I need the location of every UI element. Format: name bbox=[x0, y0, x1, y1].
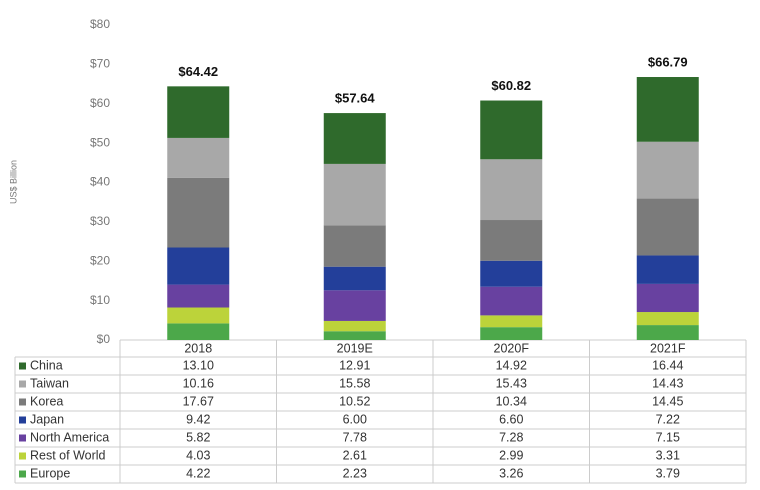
legend-label: Taiwan bbox=[30, 376, 69, 390]
table-cell: 5.82 bbox=[186, 430, 210, 444]
y-tick-label: $80 bbox=[90, 17, 110, 31]
table-cell: 14.43 bbox=[652, 376, 683, 390]
legend-swatch bbox=[19, 416, 26, 424]
legend-swatch bbox=[19, 398, 26, 406]
table-cell: 3.31 bbox=[656, 448, 680, 462]
bar-segment bbox=[167, 86, 230, 138]
table-cell: 14.45 bbox=[652, 394, 683, 408]
x-tick-label: 2021F bbox=[650, 341, 686, 355]
table-cell: 7.15 bbox=[656, 430, 680, 444]
table-cell: 4.22 bbox=[186, 466, 210, 480]
table-cell: 15.58 bbox=[339, 376, 370, 390]
bar-segment bbox=[636, 77, 699, 142]
bar-segment bbox=[167, 323, 230, 340]
legend-label: North America bbox=[30, 430, 109, 444]
bar-segment bbox=[480, 327, 543, 340]
x-tick-label: 2020F bbox=[494, 341, 530, 355]
table-cell: 2.99 bbox=[499, 448, 523, 462]
bar-segment bbox=[167, 177, 230, 248]
bar-segment bbox=[323, 113, 386, 164]
table-cell: 16.44 bbox=[652, 358, 683, 372]
bar-segment bbox=[636, 325, 699, 340]
table-cell: 7.22 bbox=[656, 412, 680, 426]
x-tick-label: 2019E bbox=[337, 341, 373, 355]
bar-segment bbox=[636, 283, 699, 313]
bar-segment bbox=[636, 141, 699, 199]
x-tick-label: 2018 bbox=[184, 341, 212, 355]
y-tick-label: $10 bbox=[90, 293, 110, 307]
table-cell: 4.03 bbox=[186, 448, 210, 462]
table-cell: 6.00 bbox=[343, 412, 367, 426]
table-cell: 17.67 bbox=[183, 394, 214, 408]
bar-segment bbox=[480, 260, 543, 287]
table-cell: 3.79 bbox=[656, 466, 680, 480]
bar-segment bbox=[323, 225, 386, 267]
legend-label: Rest of World bbox=[30, 448, 106, 462]
legend-label: Korea bbox=[30, 394, 63, 408]
legend-swatch bbox=[19, 362, 26, 370]
y-axis-label: US$ Billion bbox=[8, 160, 18, 204]
bar-segment bbox=[636, 312, 699, 326]
bar-segment bbox=[323, 320, 386, 332]
bar-segment bbox=[480, 220, 543, 261]
bar-segment bbox=[167, 284, 230, 308]
legend-label: Japan bbox=[30, 412, 64, 426]
y-tick-label: $50 bbox=[90, 135, 110, 149]
table-cell: 14.92 bbox=[496, 358, 527, 372]
table-cell: 10.34 bbox=[496, 394, 527, 408]
table-cell: 10.52 bbox=[339, 394, 370, 408]
bar-segment bbox=[480, 100, 543, 160]
table-cell: 2.23 bbox=[343, 466, 367, 480]
table-cell: 15.43 bbox=[496, 376, 527, 390]
bar-segment bbox=[323, 163, 386, 226]
bar-segment bbox=[323, 331, 386, 340]
legend-swatch bbox=[19, 434, 26, 442]
legend-label: China bbox=[30, 358, 63, 372]
table-cell: 10.16 bbox=[183, 376, 214, 390]
table-cell: 6.60 bbox=[499, 412, 523, 426]
bar-segment bbox=[323, 290, 386, 321]
total-label: $60.82 bbox=[491, 78, 531, 93]
table-cell: 2.61 bbox=[343, 448, 367, 462]
y-tick-label: $70 bbox=[90, 57, 110, 71]
bar-segment bbox=[480, 159, 543, 221]
y-tick-label: $20 bbox=[90, 253, 110, 267]
y-tick-label: $0 bbox=[97, 332, 111, 346]
bar-segment bbox=[167, 137, 230, 178]
total-label: $57.64 bbox=[335, 90, 376, 105]
bar-segment bbox=[167, 307, 230, 324]
y-tick-label: $30 bbox=[90, 214, 110, 228]
total-label: $64.42 bbox=[178, 64, 218, 79]
legend-label: Europe bbox=[30, 466, 70, 480]
bar-segment bbox=[636, 198, 699, 256]
table-cell: 13.10 bbox=[183, 358, 214, 372]
y-tick-label: $40 bbox=[90, 175, 110, 189]
table-cell: 12.91 bbox=[339, 358, 370, 372]
y-tick-label: $60 bbox=[90, 96, 110, 110]
table-cell: 9.42 bbox=[186, 412, 210, 426]
table-cell: 7.28 bbox=[499, 430, 523, 444]
legend-swatch bbox=[19, 470, 26, 478]
bar-segment bbox=[167, 247, 230, 285]
legend-swatch bbox=[19, 452, 26, 460]
table-cell: 3.26 bbox=[499, 466, 523, 480]
bar-segment bbox=[636, 255, 699, 284]
table-cell: 7.78 bbox=[343, 430, 367, 444]
bar-segment bbox=[480, 286, 543, 316]
bar-segment bbox=[323, 266, 386, 291]
bar-segment bbox=[480, 315, 543, 328]
legend-swatch bbox=[19, 380, 26, 388]
total-label: $66.79 bbox=[648, 54, 688, 69]
